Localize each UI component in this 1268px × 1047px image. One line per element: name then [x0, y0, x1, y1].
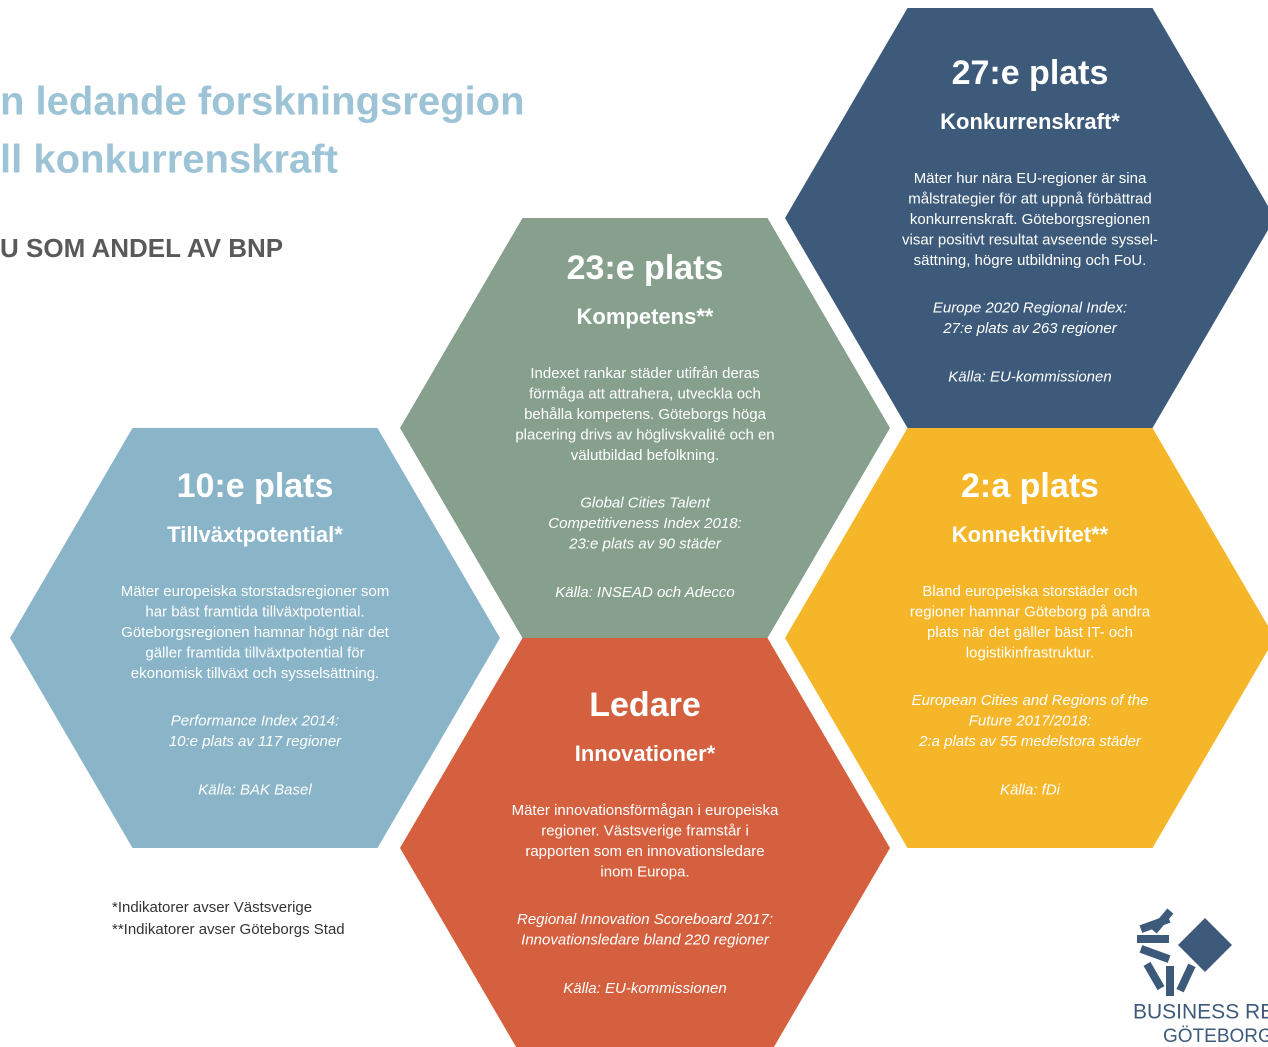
logo-icon: [1137, 908, 1232, 996]
description-line: målstrategier för att uppnå förbättrad: [908, 190, 1151, 207]
description-line: Indexet rankar städer utifrån deras: [530, 365, 759, 382]
description-line: förmåga att attrahera, utveckla och: [529, 385, 761, 402]
description-line: regioner hamnar Göteborg på andra: [910, 603, 1151, 620]
title-line: n ledande forskningsregion: [0, 80, 525, 124]
source-line: 2:a plats av 55 medelstora städer: [918, 733, 1142, 750]
description-line: ekonomisk tillväxt och sysselsättning.: [131, 665, 379, 682]
description-line: Bland europeiska storstäder och: [922, 583, 1137, 600]
source-line: Innovationsledare bland 220 regioner: [521, 931, 770, 948]
description-line: har bäst framtida tillväxtpotential.: [145, 603, 364, 620]
source-origin: Källa: EU-kommissionen: [563, 980, 726, 997]
category: Innovationer*: [575, 741, 716, 766]
hexagon: [400, 638, 890, 1047]
rank: 2:a plats: [961, 467, 1099, 505]
description-line: Mäter europeiska storstadsregioner som: [121, 583, 389, 600]
subtitle: U SOM ANDEL AV BNP: [0, 233, 283, 263]
source-line: 23:e plats av 90 städer: [568, 535, 722, 552]
description-line: Mäter hur nära EU-regioner är sina: [914, 170, 1147, 187]
source-line: Competitiveness Index 2018:: [548, 515, 741, 532]
rank: Ledare: [589, 686, 701, 724]
description-line: Göteborgsregionen hamnar högt när det: [121, 624, 390, 641]
description-line: regioner. Västsverige framstår i: [541, 822, 749, 839]
title-line: ll konkurrenskraft: [0, 138, 338, 182]
source-line: 27:e plats av 263 regioner: [942, 320, 1117, 337]
source-origin: Källa: EU-kommissionen: [948, 368, 1111, 385]
footnote: **Indikatorer avser Göteborgs Stad: [112, 921, 345, 938]
description-line: välutbildad befolkning.: [571, 447, 719, 464]
description-line: inom Europa.: [600, 863, 689, 880]
description-line: Mäter innovationsförmågan i europeiska: [512, 802, 779, 819]
description-line: placering drivs av höglivskvalité och en: [515, 426, 774, 443]
source-line: Europe 2020 Regional Index:: [933, 299, 1127, 316]
description-line: konkurrenskraft. Göteborgsregionen: [910, 211, 1150, 228]
hexagon: [400, 218, 890, 638]
source-line: Regional Innovation Scoreboard 2017:: [517, 911, 773, 928]
description-line: rapporten som en innovationsledare: [525, 843, 764, 860]
source-line: 10:e plats av 117 regioner: [169, 733, 342, 750]
rank: 10:e plats: [177, 467, 334, 505]
rank: 27:e plats: [952, 54, 1109, 92]
description-line: gäller framtida tillväxtpotential för: [145, 644, 364, 661]
description-line: behålla kompetens. Göteborgs höga: [524, 406, 766, 423]
source-origin: Källa: fDi: [1000, 781, 1061, 798]
hexagon: [785, 428, 1268, 848]
hexagon: [10, 428, 500, 848]
source-line: Performance Index 2014:: [171, 712, 339, 729]
rank: 23:e plats: [567, 249, 724, 287]
category: Kompetens**: [577, 304, 714, 329]
hexagon: [785, 8, 1268, 428]
source-origin: Källa: BAK Basel: [198, 781, 312, 798]
category: Tillväxtpotential*: [167, 522, 343, 547]
source-line: European Cities and Regions of the: [912, 692, 1149, 709]
logo-text: BUSINESS REGION: [1133, 1001, 1268, 1024]
description-line: logistikinfrastruktur.: [966, 644, 1094, 661]
footnote: *Indikatorer avser Västsverige: [112, 899, 312, 916]
logo-text: GÖTEBORG: [1163, 1026, 1268, 1047]
description-line: sättning, högre utbildning och FoU.: [914, 252, 1147, 269]
description-line: visar positivt resultat avseende syssel-: [902, 231, 1158, 248]
description-line: plats när det gäller bäst IT- och: [927, 624, 1133, 641]
source-origin: Källa: INSEAD och Adecco: [555, 584, 735, 601]
source-line: Future 2017/2018:: [969, 712, 1092, 729]
source-line: Global Cities Talent: [580, 494, 710, 511]
category: Konnektivitet**: [952, 522, 1109, 547]
category: Konkurrenskraft*: [940, 109, 1120, 134]
